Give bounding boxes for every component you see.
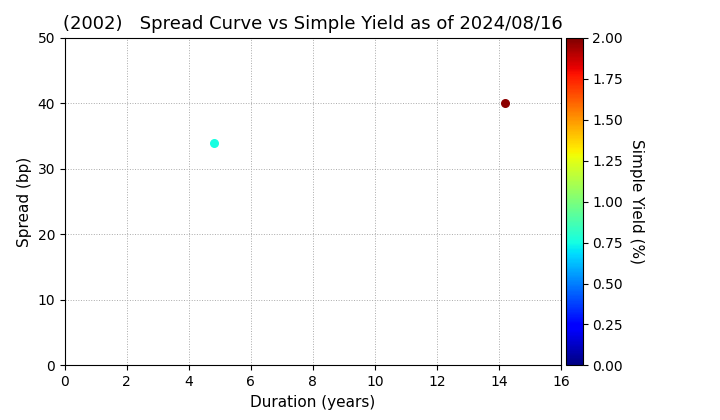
Point [500, 100, 511, 107]
X-axis label: Duration (years): Duration (years) [251, 395, 376, 409]
Y-axis label: Simple Yield (%): Simple Yield (%) [629, 139, 644, 264]
Title: (2002)   Spread Curve vs Simple Yield as of 2024/08/16: (2002) Spread Curve vs Simple Yield as o… [63, 16, 563, 34]
Y-axis label: Spread (bp): Spread (bp) [17, 157, 32, 247]
Point [208, 139, 220, 146]
